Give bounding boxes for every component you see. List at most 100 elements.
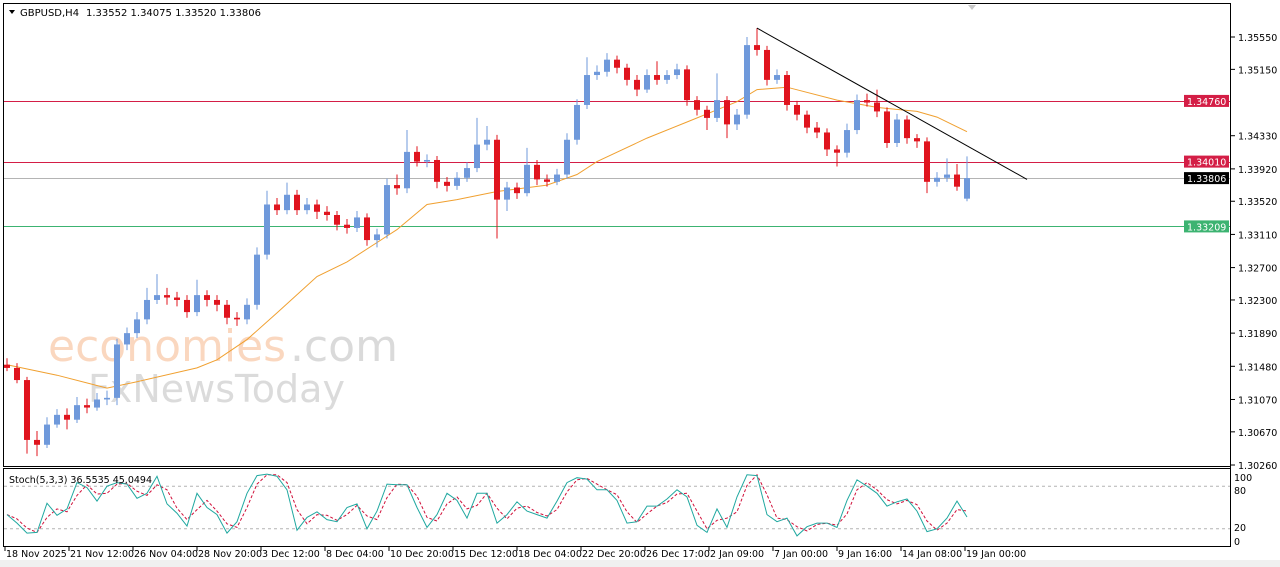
candle-body bbox=[884, 111, 890, 143]
bullish-candle bbox=[554, 168, 560, 186]
candle-body bbox=[444, 181, 450, 186]
candle-body bbox=[684, 69, 690, 101]
bullish-candle bbox=[574, 99, 580, 145]
level-price-label: 1.34760 bbox=[1187, 97, 1226, 108]
bearish-candle bbox=[634, 75, 640, 97]
bullish-candle bbox=[844, 123, 850, 158]
time-tick-label: 7 Jan 00:00 bbox=[774, 549, 828, 560]
bullish-candle bbox=[604, 53, 610, 77]
candle-body bbox=[134, 319, 140, 334]
candle-body bbox=[734, 114, 740, 125]
candle-body bbox=[504, 187, 510, 200]
candle-body bbox=[254, 254, 260, 305]
candle-body bbox=[764, 49, 770, 80]
candle-body bbox=[634, 79, 640, 90]
candle-body bbox=[404, 151, 410, 189]
bearish-candle bbox=[704, 105, 710, 131]
candle-body bbox=[464, 168, 470, 178]
candle-body bbox=[304, 204, 310, 211]
bullish-candle bbox=[454, 172, 460, 190]
candle-body bbox=[584, 75, 590, 105]
price-tick-label: 1.31070 bbox=[1238, 395, 1277, 406]
candle-body bbox=[494, 139, 500, 200]
bearish-candle bbox=[864, 93, 870, 107]
candle-body bbox=[394, 185, 400, 189]
candle-body bbox=[414, 151, 420, 162]
price-tick-label: 1.33110 bbox=[1238, 230, 1277, 241]
level-label-bg bbox=[1184, 94, 1229, 107]
time-tick-label: 14 Jan 08:00 bbox=[902, 549, 962, 560]
candle-body bbox=[964, 178, 970, 199]
bearish-candle bbox=[624, 63, 630, 86]
price-tick-label: 1.31890 bbox=[1238, 329, 1277, 340]
chart-shift-marker-icon[interactable] bbox=[968, 5, 976, 10]
bearish-candle bbox=[344, 219, 350, 234]
time-tick-label: 18 Dec 04:00 bbox=[518, 549, 582, 560]
candle-body bbox=[534, 164, 540, 180]
bearish-candle bbox=[654, 61, 660, 85]
bearish-candle bbox=[954, 164, 960, 191]
candle-body bbox=[104, 397, 110, 400]
bearish-candle bbox=[754, 28, 760, 56]
bearish-candle bbox=[684, 65, 690, 106]
bearish-candle bbox=[764, 45, 770, 86]
candle-body bbox=[574, 104, 580, 140]
bottom-strip bbox=[0, 560, 1280, 567]
trendline[interactable] bbox=[756, 27, 1028, 180]
bullish-candle bbox=[244, 298, 250, 325]
candle-body bbox=[264, 204, 270, 255]
price-tick-label: 1.32300 bbox=[1238, 296, 1277, 307]
candle-body bbox=[204, 295, 210, 300]
candle-body bbox=[314, 204, 320, 212]
candle-body bbox=[514, 187, 520, 194]
bullish-candle bbox=[474, 117, 480, 173]
time-tick-label: 28 Nov 20:00 bbox=[198, 549, 262, 560]
time-tick-label: 3 Dec 12:00 bbox=[262, 549, 320, 560]
stoch-tick-label: 20 bbox=[1234, 523, 1246, 534]
bullish-candle bbox=[714, 73, 720, 122]
bearish-candle bbox=[874, 89, 880, 118]
candle-body bbox=[364, 217, 370, 241]
candle-body bbox=[604, 59, 610, 72]
price-axis: 1.35550 1.35150 1.34330 1.33920 1.33520 1.331… bbox=[1184, 3, 1277, 547]
candle-body bbox=[804, 114, 810, 128]
candle-body bbox=[774, 75, 780, 80]
candle-body bbox=[954, 174, 960, 187]
time-tick-label: 8 Dec 04:00 bbox=[326, 549, 384, 560]
candle-body bbox=[164, 295, 170, 298]
bullish-candle bbox=[194, 279, 200, 317]
candle-body bbox=[344, 224, 350, 228]
time-tick-label: 18 Nov 2025 bbox=[6, 549, 67, 560]
bullish-candle bbox=[354, 210, 360, 232]
bearish-candle bbox=[294, 189, 300, 216]
bearish-candle bbox=[214, 295, 220, 312]
candle-body bbox=[644, 75, 650, 90]
candle-body bbox=[214, 299, 220, 305]
bullish-candle bbox=[504, 181, 510, 211]
level-label-bg bbox=[1184, 155, 1229, 168]
price-tick-label: 1.32700 bbox=[1238, 264, 1277, 275]
bearish-candle bbox=[64, 408, 70, 430]
stoch-k-line bbox=[6, 473, 968, 537]
stoch-tick-label: 80 bbox=[1234, 486, 1246, 497]
bullish-candle bbox=[854, 94, 860, 135]
candle-body bbox=[814, 127, 820, 133]
candle-body bbox=[434, 159, 440, 182]
triangle-down-icon[interactable] bbox=[9, 10, 15, 14]
candle-body bbox=[424, 159, 430, 162]
time-tick-label: 22 Dec 20:00 bbox=[582, 549, 646, 560]
bullish-candle bbox=[374, 228, 380, 248]
bearish-candle bbox=[834, 145, 840, 167]
candle-body bbox=[714, 100, 720, 118]
bearish-candle bbox=[784, 70, 790, 111]
trendline-group[interactable] bbox=[756, 27, 1028, 180]
candle-body bbox=[74, 405, 80, 420]
price-tick-label: 1.30670 bbox=[1238, 428, 1277, 439]
bearish-candle bbox=[34, 431, 40, 457]
bullish-candle bbox=[524, 147, 530, 197]
bearish-candle bbox=[434, 155, 440, 189]
candle-body bbox=[624, 67, 630, 80]
candle-body bbox=[934, 177, 940, 182]
